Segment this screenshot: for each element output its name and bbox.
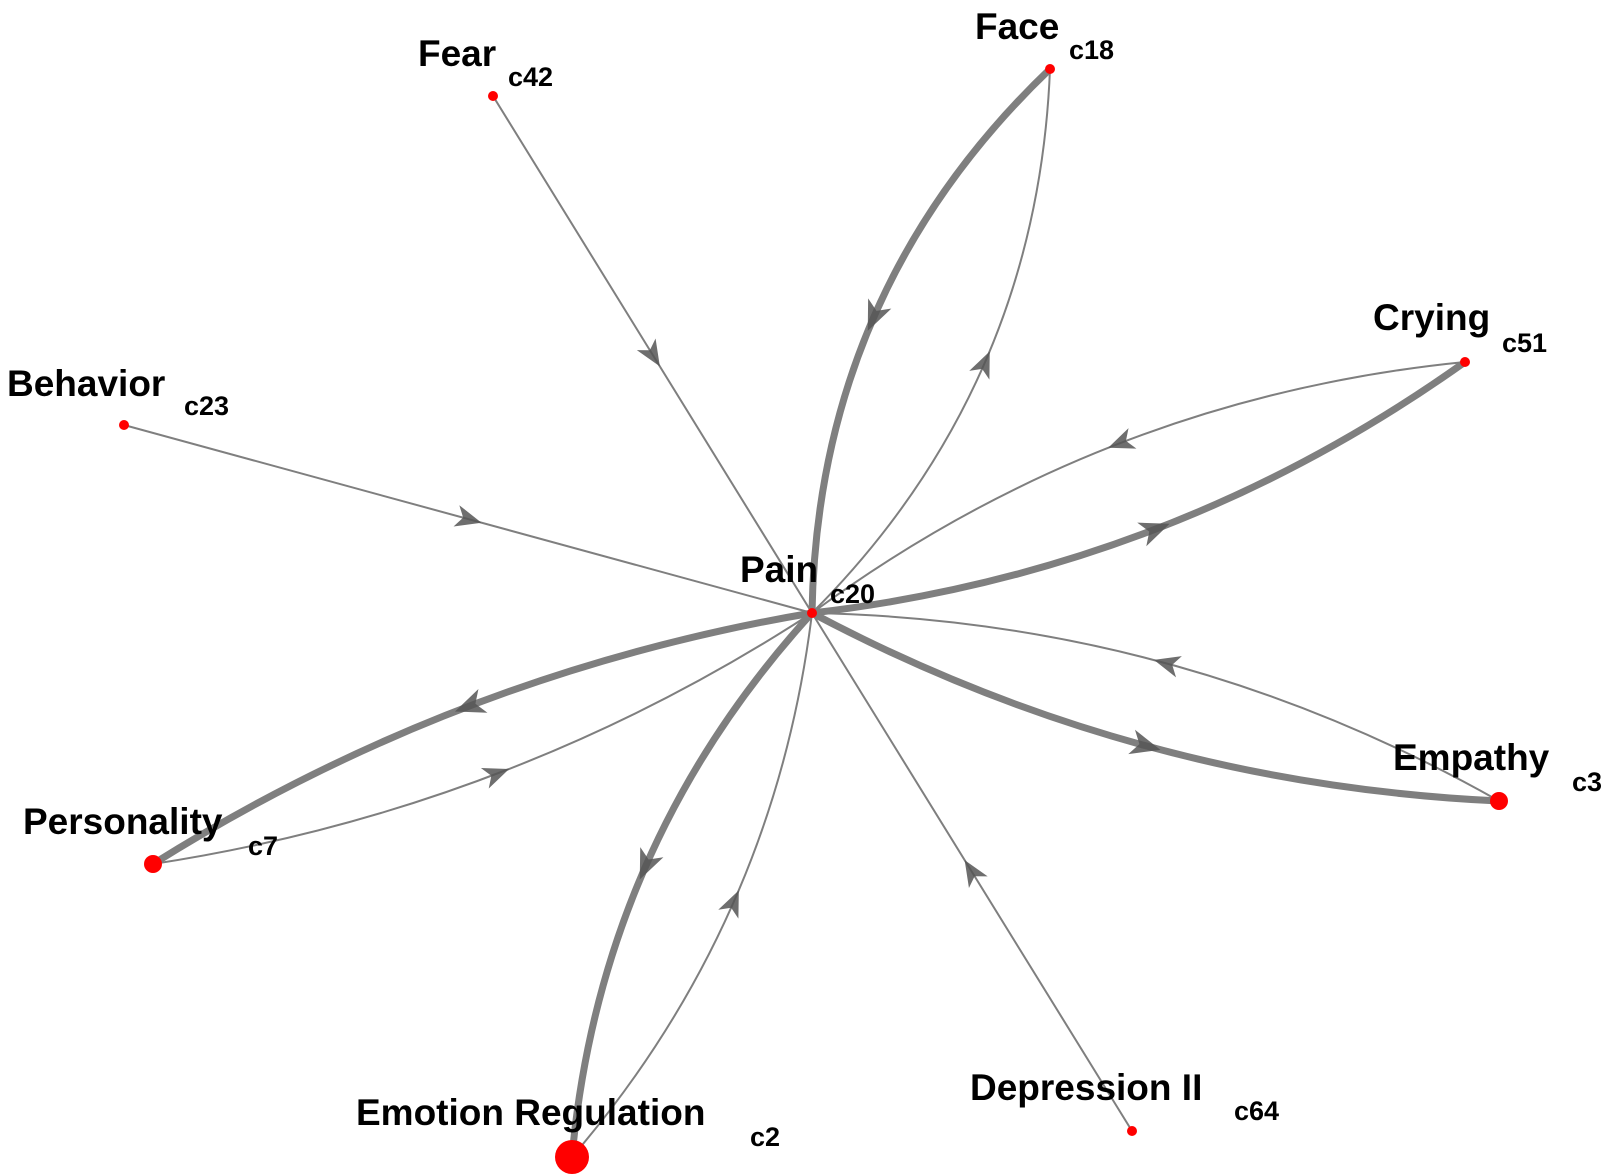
label-behavior: Behavior c23: [7, 363, 229, 421]
node-name-emotion-regulation: Emotion Regulation: [356, 1092, 705, 1133]
node-emotion-regulation[interactable]: [555, 1140, 589, 1174]
label-crying: Crying c51: [1373, 297, 1547, 358]
arrowhead-pain-to-face: [969, 351, 990, 380]
arrowhead-depression-ii-to-pain: [964, 860, 988, 888]
arrowhead-pain-to-crying: [1137, 522, 1170, 547]
node-depression-ii[interactable]: [1127, 1126, 1137, 1136]
label-emotion-regulation: Emotion Regulation c2: [356, 1092, 780, 1152]
label-fear: Fear c42: [418, 33, 553, 92]
arrowhead-pain-to-emotion-regulation: [639, 847, 664, 880]
edge-crying-to-pain: [811, 361, 1466, 614]
node-fear[interactable]: [488, 91, 498, 101]
edge-face-to-pain: [808, 65, 1054, 617]
labels-layer: Pain c20 Fear c42 Face c18 Crying c51 Behavior c2…: [7, 6, 1602, 1152]
node-name-pain: Pain: [740, 549, 818, 590]
arrows-layer: [453, 298, 1182, 919]
node-pain[interactable]: [807, 608, 817, 618]
arrowhead-crying-to-pain: [1108, 428, 1137, 449]
arrowhead-pain-to-personality: [454, 689, 488, 713]
node-code-face: c18: [1069, 35, 1114, 65]
label-personality: Personality c7: [23, 801, 278, 861]
label-empathy: Empathy c3: [1393, 737, 1602, 797]
node-name-empathy: Empathy: [1393, 737, 1550, 778]
node-code-emotion-regulation: c2: [750, 1122, 780, 1152]
node-empathy[interactable]: [1490, 792, 1508, 810]
node-name-depression-ii: Depression II: [970, 1067, 1202, 1108]
arrowhead-empathy-to-pain: [1153, 656, 1182, 678]
node-crying[interactable]: [1460, 357, 1470, 367]
node-name-fear: Fear: [418, 33, 496, 74]
node-name-face: Face: [975, 6, 1059, 47]
nodes-layer: [119, 64, 1508, 1174]
edge-emotion-regulation-to-pain: [571, 612, 813, 1158]
node-name-personality: Personality: [23, 801, 223, 842]
node-code-depression-ii: c64: [1234, 1096, 1279, 1126]
arrowhead-pain-to-empathy: [1128, 729, 1161, 755]
arrowhead-personality-to-pain: [480, 768, 510, 789]
node-name-behavior: Behavior: [7, 363, 165, 404]
node-code-fear: c42: [508, 62, 553, 92]
arrowhead-face-to-pain: [867, 298, 892, 331]
edge-pain-to-emotion-regulation: [568, 609, 816, 1161]
node-code-personality: c7: [248, 831, 278, 861]
node-code-pain: c20: [830, 579, 875, 609]
arrowhead-fear-to-pain: [636, 338, 660, 367]
label-pain: Pain c20: [740, 549, 875, 609]
label-face: Face c18: [975, 6, 1114, 65]
node-code-crying: c51: [1502, 328, 1547, 358]
node-code-behavior: c23: [184, 391, 229, 421]
edge-pain-to-face: [811, 68, 1051, 614]
node-name-crying: Crying: [1373, 297, 1490, 338]
node-code-empathy: c3: [1572, 767, 1602, 797]
node-behavior[interactable]: [119, 420, 129, 430]
label-depression-ii: Depression II c64: [970, 1067, 1279, 1126]
node-personality[interactable]: [144, 855, 162, 873]
arrowhead-emotion-regulation-to-pain: [718, 890, 739, 919]
edge-pain-to-crying: [808, 358, 1469, 617]
arrowhead-behavior-to-pain: [453, 505, 482, 527]
node-face[interactable]: [1045, 64, 1055, 74]
